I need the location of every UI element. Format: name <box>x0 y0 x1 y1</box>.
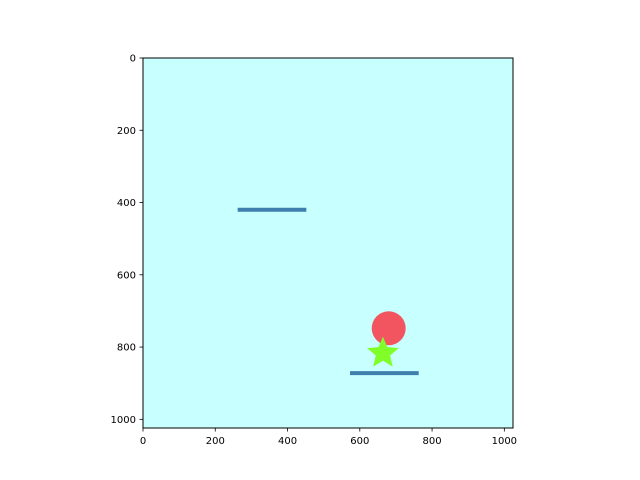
y-tick-label: 1000 <box>111 415 136 426</box>
y-tick-label: 800 <box>117 343 136 354</box>
x-axis: 0 200 400 600 800 1000 <box>140 428 517 447</box>
game-objects <box>237 207 419 376</box>
game-area[interactable] <box>143 58 513 428</box>
x-tick-label: 1000 <box>492 436 517 447</box>
y-axis: 0 200 400 600 800 1000 <box>111 54 143 426</box>
y-tick-label: 200 <box>117 126 136 137</box>
x-tick-label: 0 <box>140 436 146 447</box>
x-tick-label: 800 <box>423 436 442 447</box>
y-tick-label: 0 <box>130 54 136 65</box>
x-tick-label: 600 <box>350 436 369 447</box>
star-goal <box>367 336 399 367</box>
y-tick-label: 600 <box>117 270 136 281</box>
ball <box>371 311 406 346</box>
plot-frame <box>142 57 514 429</box>
y-tick-label: 400 <box>117 198 136 209</box>
x-tick-label: 400 <box>278 436 297 447</box>
x-tick-label: 200 <box>206 436 225 447</box>
